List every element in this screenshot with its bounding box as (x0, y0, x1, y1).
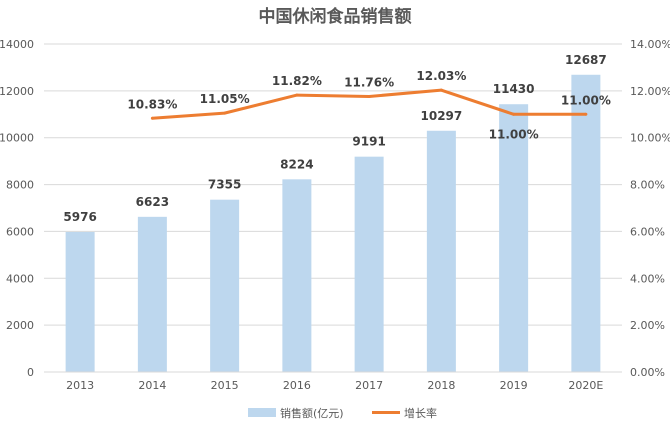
y-right-tick-label: 2.00% (630, 319, 665, 332)
bar (499, 104, 529, 372)
x-tick-label: 2016 (283, 379, 311, 392)
y-left-tick-label: 8000 (6, 179, 34, 192)
x-tick-label: 2017 (355, 379, 383, 392)
y-right-tick-label: 12.00% (630, 85, 670, 98)
legend-bar-label: 销售额(亿元) (280, 406, 344, 420)
y-left-tick-label: 0 (27, 366, 34, 379)
legend-line-label: 增长率 (404, 406, 437, 420)
y-right-tick-label: 8.00% (630, 179, 665, 192)
bar (571, 74, 601, 372)
growth-rate-point (223, 111, 227, 115)
growth-rate-point (295, 93, 299, 97)
growth-rate-label: 10.83% (127, 97, 177, 111)
growth-rate-point (150, 116, 154, 120)
growth-rate-point (439, 88, 443, 92)
bar-series (65, 74, 601, 372)
bar (210, 199, 240, 372)
y-left-tick-label: 14000 (0, 38, 34, 51)
bar-value-label: 11430 (493, 82, 535, 96)
x-tick-label: 2013 (66, 379, 94, 392)
y-right-tick-label: 4.00% (630, 272, 665, 285)
growth-rate-label: 11.00% (561, 93, 611, 107)
x-tick-label: 2020E (568, 379, 603, 392)
growth-rate-label: 11.05% (200, 92, 250, 106)
y-left-tick-label: 12000 (0, 85, 34, 98)
y-right-tick-label: 6.00% (630, 225, 665, 238)
y-left-tick-label: 6000 (6, 225, 34, 238)
data-labels: 5976 6623 7355 8224 9191 10297 11430 12687 10.83… (63, 53, 610, 224)
growth-rate-label: 11.00% (489, 127, 539, 141)
chart-title: 中国休闲食品销售额 (259, 6, 412, 27)
y-right-tick-label: 14.00% (630, 38, 670, 51)
x-tick-label: 2014 (138, 379, 166, 392)
bar-value-label: 10297 (421, 109, 463, 123)
y-left-tick-label: 4000 (6, 272, 34, 285)
line-series (150, 88, 588, 120)
bar (426, 130, 456, 372)
bar-value-label: 6623 (136, 195, 169, 209)
growth-rate-label: 12.03% (416, 69, 466, 83)
growth-rate-point (512, 112, 516, 116)
y-left-tick-label: 2000 (6, 319, 34, 332)
x-tick-label: 2015 (211, 379, 239, 392)
bar (282, 179, 312, 372)
axes: 0 0.00% 2000 2.00% 4000 4.00% 6000 6.00% 8000 8.0… (0, 38, 670, 392)
bar-value-label: 8224 (280, 157, 313, 171)
y-right-tick-label: 10.00% (630, 132, 670, 145)
y-left-tick-label: 10000 (0, 132, 34, 145)
x-tick-label: 2018 (427, 379, 455, 392)
y-right-tick-label: 0.00% (630, 366, 665, 379)
growth-rate-point (584, 112, 588, 116)
legend-bar-swatch (248, 408, 276, 417)
bar-value-label: 5976 (63, 210, 96, 224)
growth-rate-label: 11.82% (272, 74, 322, 88)
bar-value-label: 7355 (208, 178, 241, 192)
gridlines (44, 43, 622, 326)
legend: 销售额(亿元) 增长率 (248, 406, 437, 420)
bar (354, 156, 384, 372)
bar (137, 216, 167, 372)
x-tick-label: 2019 (500, 379, 528, 392)
growth-rate-label: 11.76% (344, 75, 394, 89)
bar-value-label: 9191 (352, 135, 385, 149)
growth-rate-point (367, 94, 371, 98)
bar (65, 231, 95, 372)
bar-value-label: 12687 (565, 53, 607, 67)
